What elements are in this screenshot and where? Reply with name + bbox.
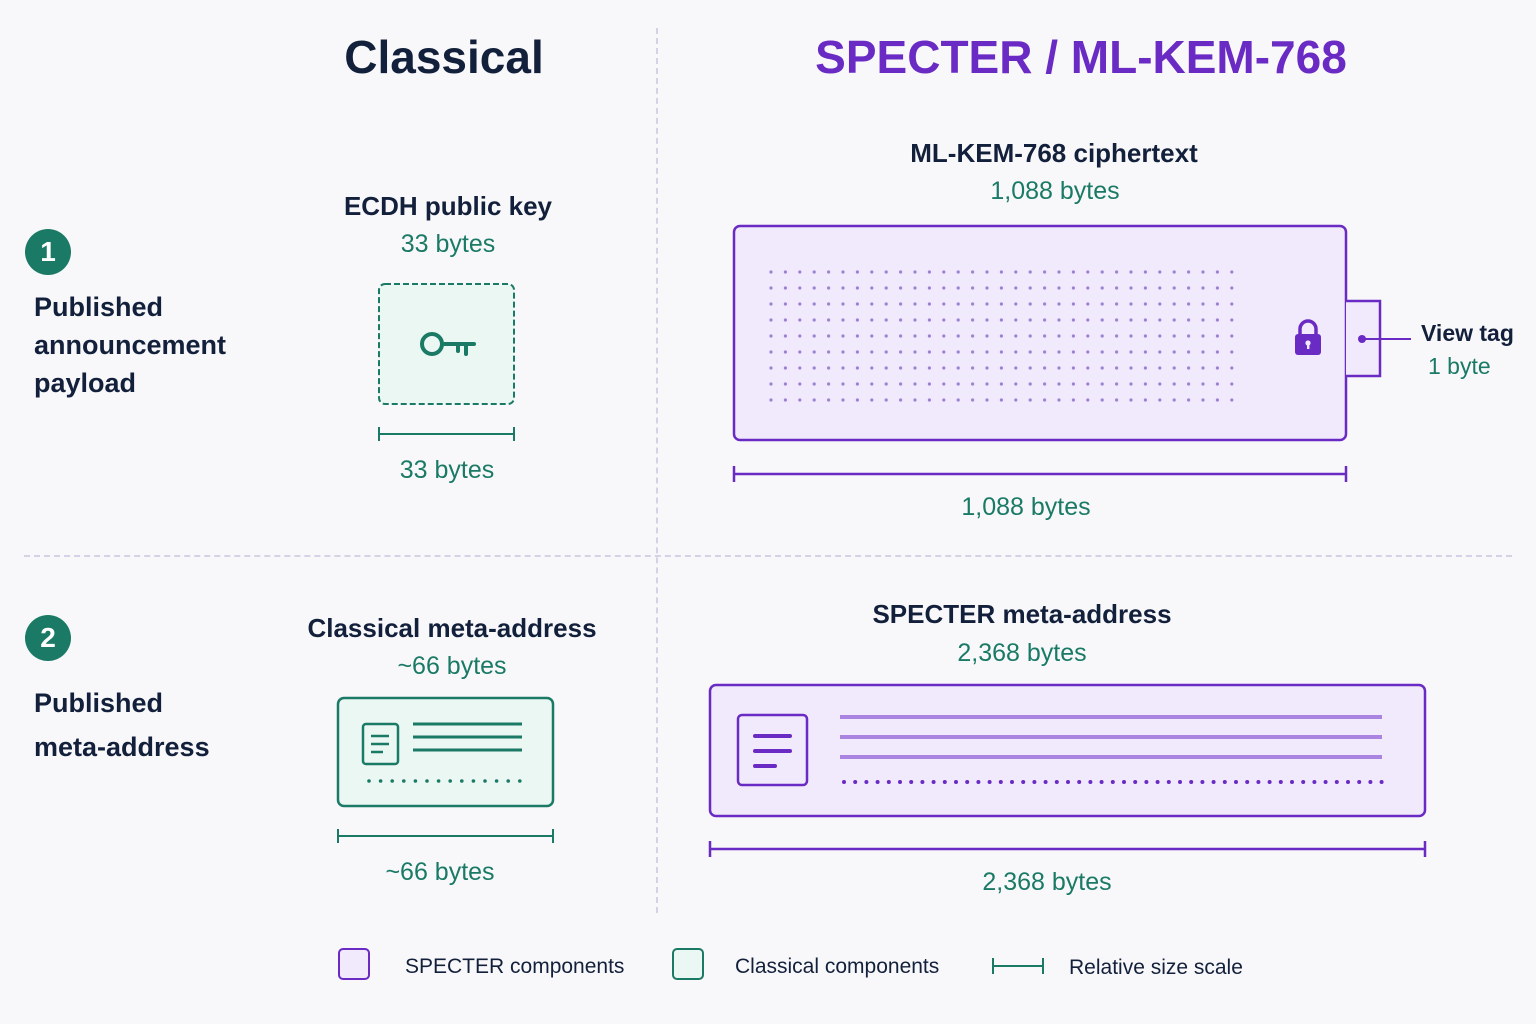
classical-meta-box [336, 696, 555, 843]
ciphertext-box [732, 224, 1411, 482]
ecdh-scale-label: 33 bytes [399, 456, 495, 484]
specter-meta-title: SPECTER meta-address [872, 599, 1172, 629]
specter-meta-lines [840, 715, 1382, 759]
classical-meta-scale-bar [337, 829, 554, 843]
legend-specter-label: SPECTER components [405, 955, 625, 978]
view-tag-title: View tag [1421, 320, 1514, 346]
view-tag-size: 1 byte [1428, 353, 1491, 379]
ciphertext-size: 1,088 bytes [990, 177, 1120, 205]
lock-icon [1295, 319, 1321, 355]
row-label-meta-address: Published meta-address [34, 688, 210, 762]
ciphertext-dot-grid [769, 270, 1234, 402]
legend-scale-icon [992, 958, 1044, 974]
document-icon [361, 722, 400, 766]
ciphertext-scale-bar [732, 466, 1348, 482]
column-title-specter: SPECTER / ML-KEM-768 [815, 31, 1347, 83]
legend-specter-swatch [338, 948, 370, 980]
row-number-2: 2 [25, 615, 71, 661]
classical-meta-title: Classical meta-address [307, 613, 597, 643]
specter-meta-scale-bar [708, 841, 1427, 857]
ecdh-key-size: 33 bytes [400, 230, 496, 258]
specter-meta-scale-label: 2,368 bytes [982, 868, 1112, 896]
key-icon [420, 332, 476, 356]
document-icon-specter [736, 713, 809, 787]
column-title-classical: Classical [344, 31, 544, 83]
ciphertext-title: ML-KEM-768 ciphertext [910, 138, 1198, 168]
ecdh-key-title: ECDH public key [343, 191, 553, 221]
specter-meta-box [708, 683, 1427, 857]
column-divider [656, 28, 658, 913]
row-number-1: 1 [25, 229, 71, 275]
specter-meta-size: 2,368 bytes [957, 639, 1087, 667]
row-divider [24, 555, 1512, 557]
row-label-announcement: Published announcement payload [34, 292, 227, 398]
ecdh-scale-bar [378, 427, 515, 441]
classical-meta-lines [413, 722, 522, 752]
legend-classical-label: Classical components [735, 955, 940, 978]
specter-meta-dot-row [842, 780, 1384, 784]
classical-meta-scale-label: ~66 bytes [385, 858, 495, 886]
legend-classical-swatch [672, 948, 704, 980]
classical-meta-dot-row [367, 779, 522, 783]
ciphertext-scale-label: 1,088 bytes [961, 493, 1091, 521]
legend-scale-label: Relative size scale [1069, 956, 1243, 979]
ecdh-key-box [378, 283, 515, 441]
classical-meta-size: ~66 bytes [397, 652, 507, 680]
